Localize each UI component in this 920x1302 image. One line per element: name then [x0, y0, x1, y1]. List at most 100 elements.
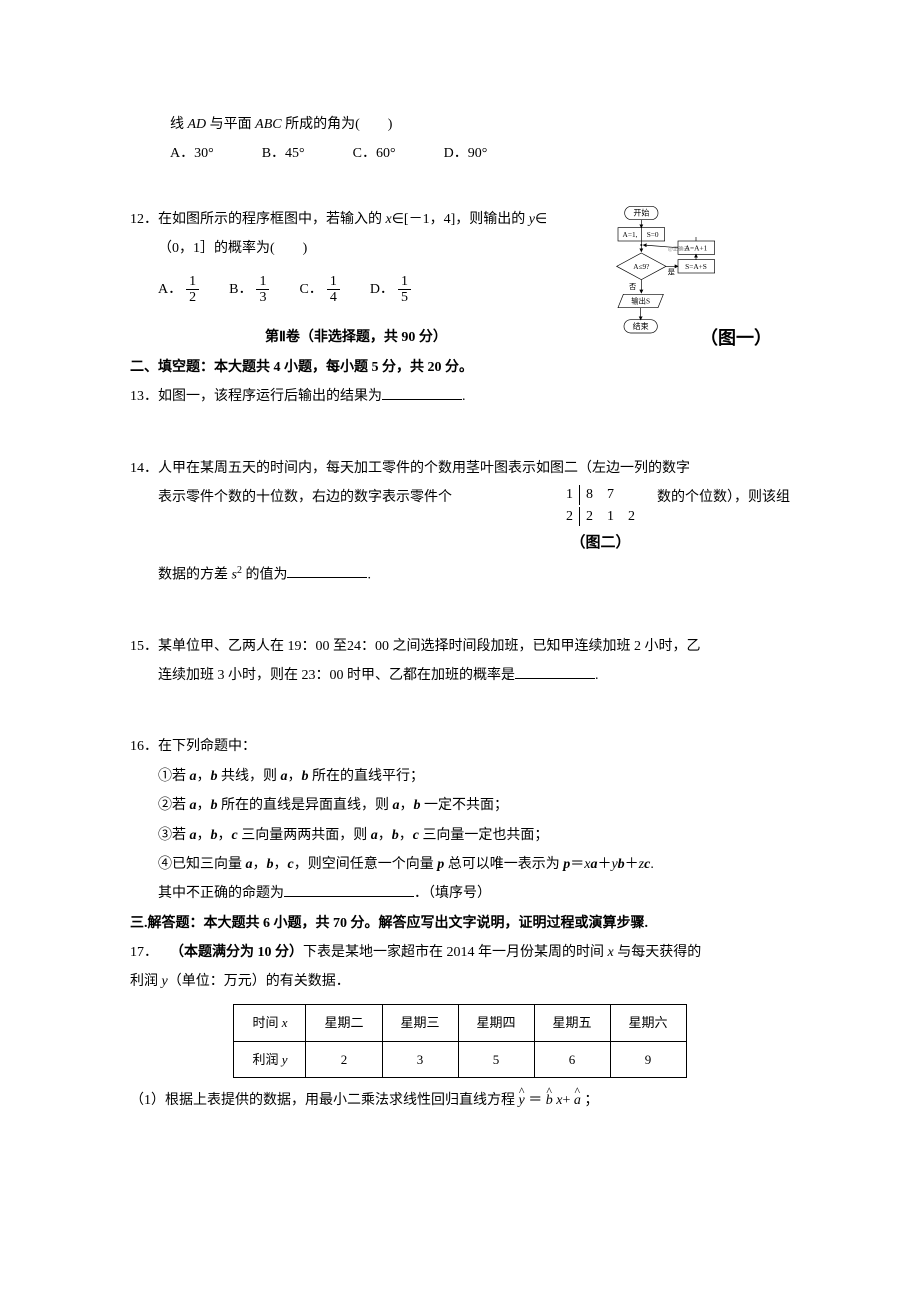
q13-number: 13． — [130, 382, 158, 411]
q15-l2: 连续加班 3 小时，则在 23：00 时甲、乙都在加班的概率是 — [158, 668, 515, 683]
q14-body: 人甲在某周五天的时间内，每天加工零件的个数用茎叶图表示如图二（左边一列的数字 表… — [158, 454, 790, 590]
q12-choice-a: A．12 — [158, 274, 199, 306]
svg-text:输出S: 输出S — [631, 296, 650, 305]
q16-1c: 所在的直线平行； — [312, 769, 424, 784]
q16-2-a: a — [190, 798, 197, 813]
q12-stem: 在如图所示的程序框图中，若输入的 x∈[－1，4]，则输出的 y∈（0，1］的概… — [158, 205, 582, 264]
q16-4-a: a — [246, 857, 253, 872]
q12-d-den: 5 — [398, 290, 411, 305]
q16-1-b2: b — [302, 769, 309, 784]
q14-blank — [287, 564, 367, 578]
q16-last-s: ．（填序号） — [414, 886, 491, 901]
q17-sub1: （1）根据上表提供的数据，用最小二乘法求线性回归直线方程 y ＝ b x+ a … — [130, 1086, 790, 1115]
q14-s: s — [228, 567, 237, 582]
q12-a-den: 2 — [186, 290, 199, 305]
sl-r2-leaves: 2 1 2 — [582, 507, 639, 527]
q17-l2b: （单位：万元）的有关数据． — [168, 974, 350, 989]
q16-number: 16． — [130, 732, 158, 761]
th-time-t: 时间 — [252, 1015, 278, 1030]
q12-c-label: C． — [299, 275, 322, 304]
q11-text-2: 与平面 — [210, 117, 252, 132]
q16-stem: 在下列命题中： — [158, 732, 790, 761]
q16-4-eq2: ＋ — [597, 857, 611, 872]
q16-2c: 一定不共面； — [424, 798, 508, 813]
q14-suffix: . — [367, 567, 371, 582]
q12: 12． 在如图所示的程序框图中，若输入的 x∈[－1，4]，则输出的 y∈（0，… — [130, 205, 582, 306]
q17-strong: （本题满分为 10 分） — [170, 945, 303, 960]
q14-number: 14． — [130, 454, 158, 483]
q12-x: x — [382, 212, 392, 227]
sl-r1-stem: 1 — [562, 485, 580, 505]
q12-choices: A．12 B．13 C．14 D．15 — [158, 274, 582, 306]
q14-line2a: 表示零件个数的十位数，右边的数字表示零件个 — [158, 490, 452, 505]
stemleaf-table: 18 7 22 1 2 — [560, 483, 641, 528]
q16-3-a: a — [190, 828, 197, 843]
q14-line3: 数据的方差 s2 的值为. — [158, 560, 790, 590]
q16-1a: ①若 — [158, 769, 186, 784]
q16-4a: ④已知三向量 — [158, 857, 242, 872]
q16-4c: 总可以唯一表示为 — [448, 857, 560, 872]
q11-choice-c: C．60° — [353, 139, 396, 168]
q16-1-s2: ， — [288, 769, 302, 784]
q16-item4: ④已知三向量 a，b，c，则空间任意一个向量 p 总可以唯一表示为 p＝xa＋y… — [158, 850, 790, 879]
sl-r1-leaves: 8 7 — [582, 485, 639, 505]
q12-choice-d: D．15 — [370, 274, 411, 306]
q15-suffix: . — [595, 668, 599, 683]
td-2: 2 — [306, 1041, 382, 1077]
q17-s1-suffix: ； — [584, 1093, 598, 1108]
q16-3b: 三向量两两共面，则 — [241, 828, 367, 843]
table-row-data: 利润 y 2 3 5 6 9 — [234, 1041, 686, 1077]
q17-y: y — [158, 974, 168, 989]
td-4: 5 — [458, 1041, 534, 1077]
th-time-x: x — [278, 1015, 287, 1030]
q16-2-a2: a — [393, 798, 400, 813]
q15-number: 15． — [130, 632, 158, 661]
q11-text-3: 所成的角为( ) — [285, 117, 392, 132]
q16-2-b2: b — [414, 798, 421, 813]
q16-3-s3: ， — [378, 828, 392, 843]
q15-line2: 连续加班 3 小时，则在 23：00 时甲、乙都在加班的概率是. — [158, 661, 790, 690]
q13-body: 如图一，该程序运行后输出的结果为. — [158, 382, 582, 411]
q12-s2: ∈[－1，4]，则输出的 — [392, 212, 526, 227]
td-3: 3 — [382, 1041, 458, 1077]
q16-2-s1: ， — [197, 798, 211, 813]
svg-text:是: 是 — [668, 267, 676, 276]
q11-abc: ABC — [255, 117, 281, 132]
q12-b-den: 3 — [256, 290, 269, 305]
q14-line1: 人甲在某周五天的时间内，每天加工零件的个数用茎叶图表示如图二（左边一列的数字 — [158, 454, 790, 483]
q16-last-t: 其中不正确的命题为 — [158, 886, 284, 901]
q16-4-s2: ， — [274, 857, 288, 872]
q12-s1: 在如图所示的程序框图中，若输入的 — [158, 212, 382, 227]
q16-1b: 共线，则 — [221, 769, 277, 784]
q12-c-num: 1 — [327, 274, 340, 290]
q15: 15． 某单位甲、乙两人在 19：00 至24：00 之间选择时间段加班，已知甲… — [130, 632, 790, 691]
th-5: 星期五 — [534, 1005, 610, 1041]
q17-s1a: （1）根据上表提供的数据，用最小二乘法求线性回归直线方程 — [130, 1093, 515, 1108]
sl-r2-stem: 2 — [562, 507, 580, 527]
q16-2b: 所在的直线是异面直线，则 — [221, 798, 389, 813]
q13: 13． 如图一，该程序运行后输出的结果为. — [130, 382, 582, 411]
q16-2-b: b — [211, 798, 218, 813]
flowchart-figure: 开始 A=1, S=0 @正确云 A=A+1 A≤9? 是 — [590, 205, 790, 390]
q16-3-c2: c — [413, 828, 419, 843]
q11-choices: A．30° B．45° C．60° D．90° — [170, 139, 790, 168]
td-profit: 利润 y — [234, 1041, 306, 1077]
table-row-header: 时间 x 星期二 星期三 星期四 星期五 星期六 — [234, 1005, 686, 1041]
q17-x: x — [604, 945, 617, 960]
q11-continuation: 线 AD 与平面 ABC 所成的角为( ) A．30° B．45° C．60° … — [130, 110, 790, 169]
flowchart-caption: （图一） — [700, 320, 772, 358]
q11-text-1: 线 — [170, 117, 184, 132]
q12-d-num: 1 — [398, 274, 411, 290]
q16-item1: ①若 a，b 共线，则 a，b 所在的直线平行； — [158, 762, 790, 791]
q16-3-b: b — [211, 828, 218, 843]
q12-number: 12． — [130, 205, 158, 234]
svg-text:S=A+S: S=A+S — [685, 262, 707, 271]
q12-c-den: 4 — [327, 290, 340, 305]
td-profit-t: 利润 — [252, 1052, 278, 1067]
q13-text: 如图一，该程序运行后输出的结果为 — [158, 389, 382, 404]
q17-l1b: 与每天获得的 — [617, 945, 701, 960]
q17-l2a: 利润 — [130, 974, 158, 989]
q16-4-b: b — [267, 857, 274, 872]
td-6: 9 — [610, 1041, 686, 1077]
td-5: 6 — [534, 1041, 610, 1077]
